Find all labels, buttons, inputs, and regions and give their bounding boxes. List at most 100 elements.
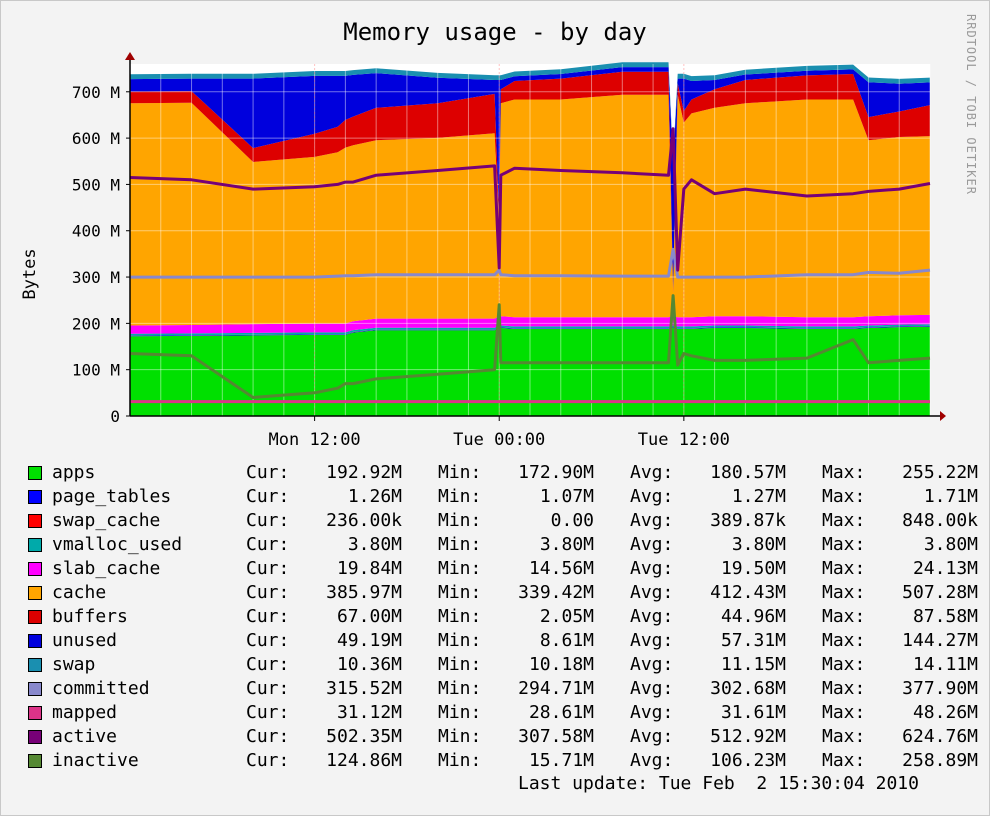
legend-max-label: Max: — [822, 630, 866, 651]
legend-min-label: Min: — [438, 750, 482, 771]
legend-avg-value: 44.96M — [720, 606, 786, 627]
legend-max-value: 144.27M — [902, 630, 978, 651]
legend-cur-label: Cur: — [246, 558, 290, 579]
legend-avg-value: 512.92M — [710, 726, 786, 747]
legend-swatch — [28, 754, 42, 768]
legend-avg-label: Avg: — [630, 654, 674, 675]
legend-max-value: 48.26M — [912, 702, 978, 723]
legend-cur-label: Cur: — [246, 630, 290, 651]
legend-min-label: Min: — [438, 558, 482, 579]
legend-max-value: 87.58M — [912, 606, 978, 627]
legend-cur-label: Cur: — [246, 678, 290, 699]
legend-cur-value: 315.52M — [326, 678, 402, 699]
legend-cur-value: 10.36M — [336, 654, 402, 675]
legend-min-value: 3.80M — [539, 534, 594, 555]
legend-max-label: Max: — [822, 654, 866, 675]
legend-avg-value: 106.23M — [710, 750, 786, 771]
legend-series-name: inactive — [52, 750, 139, 771]
area-cache — [130, 94, 930, 326]
legend-row-active: active Cur: 502.35M Min: 307.58M Avg: 512.92M M… — [28, 726, 978, 750]
legend-min-label: Min: — [438, 582, 482, 603]
legend-avg-label: Avg: — [630, 510, 674, 531]
legend-cur-label: Cur: — [246, 534, 290, 555]
legend-avg-value: 302.68M — [710, 678, 786, 699]
legend-max-label: Max: — [822, 606, 866, 627]
legend-avg-label: Avg: — [630, 606, 674, 627]
legend-row-mapped: mapped Cur: 31.12M Min: 28.61M Avg: 31.61M Max:… — [28, 702, 978, 726]
legend-cur-label: Cur: — [246, 726, 290, 747]
legend-min-value: 339.42M — [518, 582, 594, 603]
legend-series-name: active — [52, 726, 118, 747]
legend-row-inactive: inactive Cur: 124.86M Min: 15.71M Avg: 106.23M… — [28, 750, 978, 774]
legend-series-name: unused — [52, 630, 118, 651]
legend-series-name: buffers — [52, 606, 128, 627]
legend-cur-value: 31.12M — [336, 702, 402, 723]
legend-min-label: Min: — [438, 702, 482, 723]
y-tick-label: 500 M — [72, 175, 120, 194]
legend-cur-label: Cur: — [246, 486, 290, 507]
legend-max-label: Max: — [822, 678, 866, 699]
legend-min-value: 28.61M — [528, 702, 594, 723]
legend-cur-value: 1.26M — [347, 486, 402, 507]
area-vmalloc-used — [130, 324, 930, 336]
x-axis-arrow — [940, 411, 946, 421]
legend-avg-label: Avg: — [630, 678, 674, 699]
legend-cur-value: 502.35M — [326, 726, 402, 747]
area-page-tables — [130, 326, 930, 337]
legend-swatch — [28, 706, 42, 720]
legend-min-value: 294.71M — [518, 678, 594, 699]
legend-row-swap: swap Cur: 10.36M Min: 10.18M Avg: 11.15M Max: 14… — [28, 654, 978, 678]
legend-min-value: 2.05M — [539, 606, 594, 627]
y-tick-label: 0 — [110, 407, 120, 426]
legend-series-name: vmalloc_used — [52, 534, 183, 555]
legend-max-label: Max: — [822, 726, 866, 747]
legend-cur-value: 19.84M — [336, 558, 402, 579]
legend-series-name: cache — [52, 582, 107, 603]
legend-avg-label: Avg: — [630, 582, 674, 603]
y-tick-label: 600 M — [72, 129, 120, 148]
legend-swatch — [28, 730, 42, 744]
legend-swatch — [28, 634, 42, 648]
legend-avg-label: Avg: — [630, 534, 674, 555]
legend-swatch — [28, 562, 42, 576]
line-inactive — [129, 294, 931, 399]
legend-swatch — [28, 490, 42, 504]
y-axis-arrow — [125, 52, 135, 60]
legend-avg-label: Avg: — [630, 750, 674, 771]
x-tick-label: Tue 00:00 — [453, 430, 545, 450]
legend-max-value: 507.28M — [902, 582, 978, 603]
y-tick-label: 200 M — [72, 314, 120, 333]
legend-min-label: Min: — [438, 510, 482, 531]
legend-cur-label: Cur: — [246, 750, 290, 771]
legend-avg-value: 11.15M — [720, 654, 786, 675]
legend-avg-label: Avg: — [630, 726, 674, 747]
legend-series-name: committed — [52, 678, 150, 699]
line-committed — [130, 247, 931, 279]
legend-swatch — [28, 466, 42, 480]
legend-avg-value: 31.61M — [720, 702, 786, 723]
legend-max-value: 24.13M — [912, 558, 978, 579]
rrdtool-credit: RRDTOOL / TOBI OETIKER — [964, 14, 978, 195]
legend-series-name: swap — [52, 654, 96, 675]
legend-min-value: 8.61M — [539, 630, 594, 651]
legend-swatch — [28, 682, 42, 696]
legend-cur-label: Cur: — [246, 510, 290, 531]
legend-row-slab-cache: slab_cache Cur: 19.84M Min: 14.56M Avg: 19.50M… — [28, 558, 978, 582]
legend-avg-value: 389.87k — [710, 510, 786, 531]
legend-avg-label: Avg: — [630, 486, 674, 507]
legend-max-value: 3.80M — [923, 534, 978, 555]
legend-max-value: 624.76M — [902, 726, 978, 747]
legend-cur-value: 3.80M — [347, 534, 402, 555]
legend-max-value: 14.11M — [912, 654, 978, 675]
legend-min-value: 172.90M — [518, 462, 594, 483]
legend-row-committed: committed Cur: 315.52M Min: 294.71M Avg: 302.6… — [28, 678, 978, 702]
legend-cur-label: Cur: — [246, 462, 290, 483]
y-tick-label: 300 M — [72, 268, 120, 287]
legend-max-label: Max: — [822, 510, 866, 531]
area-buffers — [130, 71, 930, 294]
legend-max-value: 255.22M — [902, 462, 978, 483]
legend-cur-label: Cur: — [246, 654, 290, 675]
legend-row-buffers: buffers Cur: 67.00M Min: 2.05M Avg: 44.96M Max:… — [28, 606, 978, 630]
legend-max-label: Max: — [822, 486, 866, 507]
legend-avg-value: 180.57M — [710, 462, 786, 483]
